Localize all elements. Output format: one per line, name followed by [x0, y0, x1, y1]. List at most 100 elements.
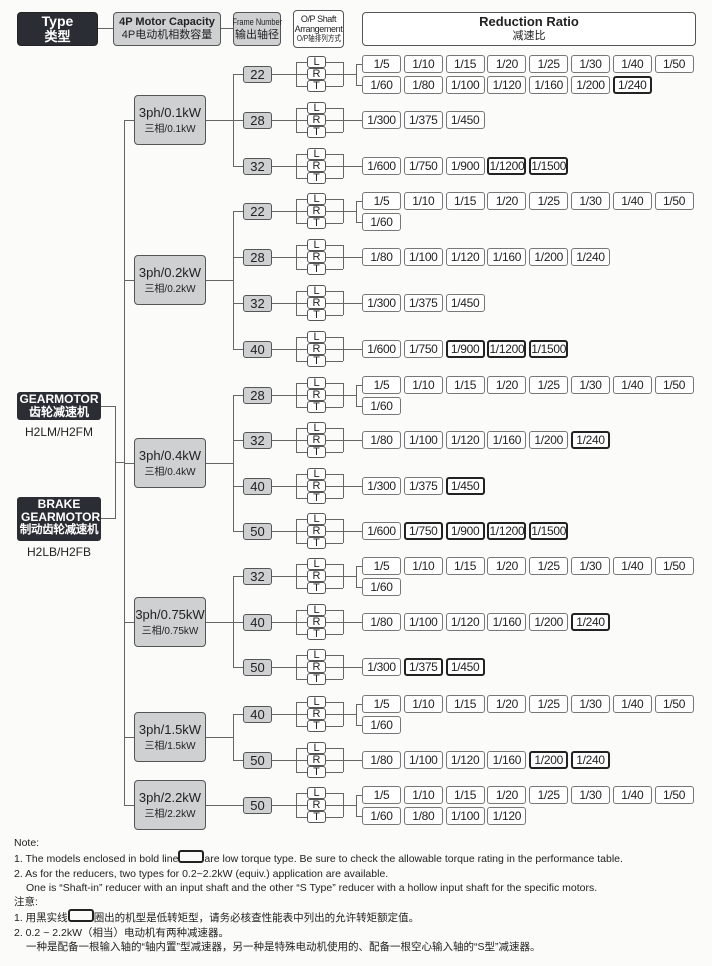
ratio-option[interactable]: 1/25: [529, 557, 569, 575]
shaft-arrangement-t[interactable]: T: [307, 263, 326, 275]
ratio-option[interactable]: 1/200: [529, 613, 569, 631]
shaft-arrangement-r[interactable]: R: [307, 754, 326, 766]
shaft-arrangement-r[interactable]: R: [307, 616, 326, 628]
ratio-option[interactable]: 1/100: [403, 431, 443, 449]
shaft-arrangement-t[interactable]: T: [307, 673, 326, 685]
ratio-option[interactable]: 1/15: [445, 557, 485, 575]
ratio-option[interactable]: 1/25: [529, 786, 569, 804]
shaft-arrangement-t[interactable]: T: [307, 537, 326, 549]
ratio-option-low-torque[interactable]: 1/750: [403, 522, 443, 540]
ratio-option[interactable]: 1/40: [612, 55, 652, 73]
shaft-arrangement-r[interactable]: R: [307, 343, 326, 355]
ratio-option[interactable]: 1/20: [487, 786, 527, 804]
ratio-option[interactable]: 1/30: [571, 376, 610, 394]
shaft-arrangement-r[interactable]: R: [307, 525, 326, 537]
ratio-option[interactable]: 1/200: [529, 248, 569, 266]
ratio-option[interactable]: 1/5: [362, 376, 401, 394]
ratio-option[interactable]: 1/20: [487, 695, 527, 713]
ratio-option[interactable]: 1/20: [487, 55, 527, 73]
ratio-option-low-torque[interactable]: 1/240: [571, 751, 610, 769]
shaft-arrangement-r[interactable]: R: [307, 799, 326, 811]
ratio-option[interactable]: 1/30: [571, 192, 610, 210]
shaft-arrangement-t[interactable]: T: [307, 309, 326, 321]
ratio-option[interactable]: 1/375: [403, 111, 443, 129]
ratio-option[interactable]: 1/750: [403, 157, 443, 175]
ratio-option[interactable]: 1/5: [362, 557, 401, 575]
shaft-arrangement-r[interactable]: R: [307, 480, 326, 492]
shaft-arrangement-r[interactable]: R: [307, 389, 326, 401]
shaft-arrangement-l[interactable]: L: [307, 331, 326, 343]
shaft-arrangement-l[interactable]: L: [307, 787, 326, 799]
ratio-option-low-torque[interactable]: 1/1200: [487, 522, 527, 540]
shaft-arrangement-t[interactable]: T: [307, 80, 326, 92]
ratio-option[interactable]: 1/120: [445, 431, 485, 449]
shaft-arrangement-l[interactable]: L: [307, 604, 326, 616]
ratio-option[interactable]: 1/750: [403, 340, 443, 358]
ratio-option[interactable]: 1/20: [487, 376, 527, 394]
shaft-arrangement-t[interactable]: T: [307, 172, 326, 184]
shaft-arrangement-t[interactable]: T: [307, 446, 326, 458]
ratio-option[interactable]: 1/20: [487, 192, 527, 210]
shaft-arrangement-l[interactable]: L: [307, 285, 326, 297]
ratio-option[interactable]: 1/25: [529, 55, 569, 73]
ratio-option-low-torque[interactable]: 1/240: [571, 431, 610, 449]
ratio-option-low-torque[interactable]: 1/375: [403, 658, 443, 676]
ratio-option[interactable]: 1/40: [612, 192, 652, 210]
ratio-option-low-torque[interactable]: 1/1500: [529, 522, 569, 540]
ratio-option[interactable]: 1/450: [445, 111, 485, 129]
ratio-option[interactable]: 1/40: [612, 557, 652, 575]
ratio-option[interactable]: 1/60: [362, 807, 401, 825]
ratio-option[interactable]: 1/50: [654, 55, 694, 73]
ratio-option[interactable]: 1/5: [362, 55, 401, 73]
shaft-arrangement-t[interactable]: T: [307, 401, 326, 413]
shaft-arrangement-t[interactable]: T: [307, 217, 326, 229]
ratio-option[interactable]: 1/10: [403, 376, 443, 394]
ratio-option[interactable]: 1/80: [362, 248, 401, 266]
ratio-option[interactable]: 1/15: [445, 786, 485, 804]
ratio-option[interactable]: 1/15: [445, 55, 485, 73]
shaft-arrangement-l[interactable]: L: [307, 742, 326, 754]
ratio-option[interactable]: 1/5: [362, 192, 401, 210]
ratio-option[interactable]: 1/10: [403, 786, 443, 804]
ratio-option[interactable]: 1/160: [487, 248, 527, 266]
shaft-arrangement-l[interactable]: L: [307, 422, 326, 434]
ratio-option[interactable]: 1/300: [362, 111, 401, 129]
ratio-option[interactable]: 1/100: [403, 248, 443, 266]
shaft-arrangement-r[interactable]: R: [307, 661, 326, 673]
ratio-option-low-torque[interactable]: 1/200: [529, 751, 569, 769]
ratio-option[interactable]: 1/20: [487, 557, 527, 575]
ratio-option[interactable]: 1/50: [654, 192, 694, 210]
ratio-option[interactable]: 1/600: [362, 157, 401, 175]
ratio-option[interactable]: 1/10: [403, 192, 443, 210]
ratio-option[interactable]: 1/120: [487, 807, 527, 825]
shaft-arrangement-r[interactable]: R: [307, 114, 326, 126]
ratio-option[interactable]: 1/80: [362, 751, 401, 769]
shaft-arrangement-l[interactable]: L: [307, 193, 326, 205]
ratio-option[interactable]: 1/60: [362, 578, 401, 596]
ratio-option[interactable]: 1/5: [362, 786, 401, 804]
ratio-option[interactable]: 1/160: [487, 431, 527, 449]
shaft-arrangement-r[interactable]: R: [307, 434, 326, 446]
ratio-option[interactable]: 1/300: [362, 294, 401, 312]
ratio-option[interactable]: 1/60: [362, 397, 401, 415]
ratio-option-low-torque[interactable]: 1/240: [571, 613, 610, 631]
ratio-option[interactable]: 1/40: [612, 695, 652, 713]
shaft-arrangement-l[interactable]: L: [307, 468, 326, 480]
ratio-option[interactable]: 1/375: [403, 294, 443, 312]
ratio-option[interactable]: 1/375: [403, 477, 443, 495]
ratio-option[interactable]: 1/160: [487, 613, 527, 631]
ratio-option[interactable]: 1/120: [445, 613, 485, 631]
ratio-option[interactable]: 1/60: [362, 213, 401, 231]
ratio-option[interactable]: 1/100: [445, 76, 485, 94]
shaft-arrangement-r[interactable]: R: [307, 160, 326, 172]
ratio-option[interactable]: 1/100: [445, 807, 485, 825]
ratio-option[interactable]: 1/160: [529, 76, 569, 94]
ratio-option[interactable]: 1/30: [571, 695, 610, 713]
ratio-option[interactable]: 1/30: [571, 786, 610, 804]
ratio-option[interactable]: 1/15: [445, 376, 485, 394]
ratio-option[interactable]: 1/160: [487, 751, 527, 769]
ratio-option[interactable]: 1/50: [654, 695, 694, 713]
shaft-arrangement-t[interactable]: T: [307, 126, 326, 138]
ratio-option-low-torque[interactable]: 1/900: [445, 522, 485, 540]
ratio-option[interactable]: 1/50: [654, 557, 694, 575]
